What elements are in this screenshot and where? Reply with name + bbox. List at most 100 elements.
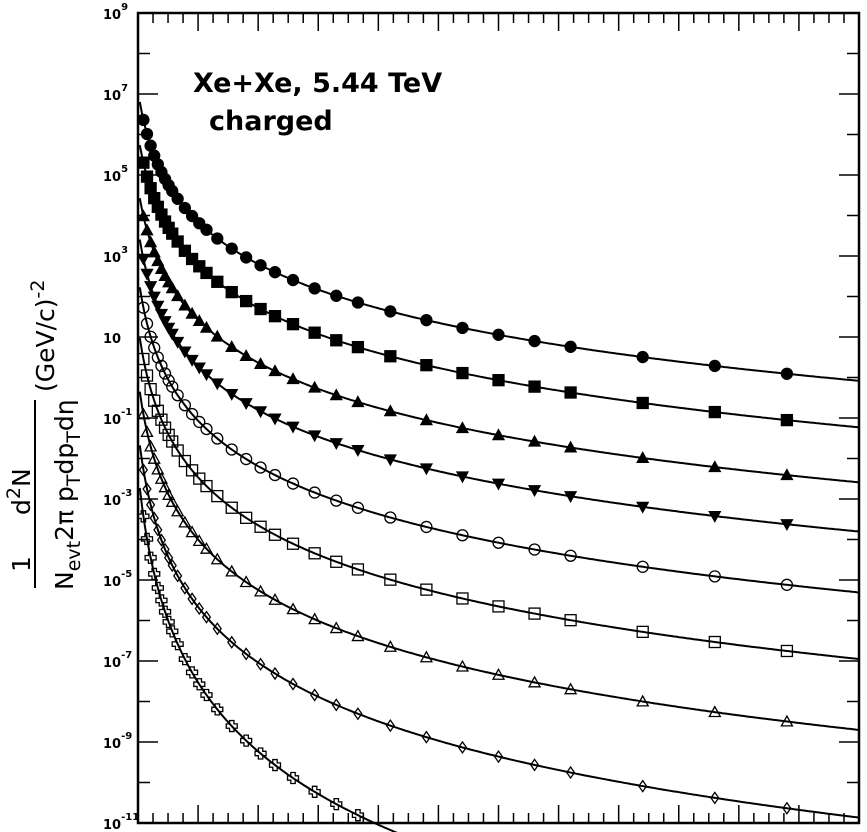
y-label-den-t2: T [63, 431, 85, 444]
data-point-square-filled [211, 275, 224, 288]
data-point-triangle-open [162, 488, 176, 500]
data-point-triangle-filled [144, 235, 158, 248]
data-point-circle-filled [171, 192, 184, 205]
data-point-square-open [178, 454, 192, 468]
data-point-square-open [268, 528, 282, 541]
y-tick-label: 10-5 [103, 569, 132, 590]
data-point-cross-open [193, 678, 206, 691]
fit-curve [138, 391, 860, 731]
data-point-square-filled [185, 252, 199, 266]
y-label-den-deta: dη [50, 399, 79, 431]
data-point-triangle-open [708, 705, 722, 718]
data-point-triangle-open [165, 495, 179, 507]
data-point-square-filled [178, 244, 192, 257]
data-point-square-open [140, 369, 154, 382]
data-point-circle-open [211, 432, 224, 445]
data-point-triangle-filled [185, 306, 199, 319]
data-point-circle-open [528, 543, 541, 556]
data-point-square-open [492, 600, 505, 613]
data-point-square-open [211, 489, 224, 503]
y-tick-exponent: -3 [121, 488, 132, 499]
data-point-square-open [239, 511, 253, 524]
y-label-den-evt: evt [63, 541, 85, 571]
y-label-one: 1 [7, 556, 36, 572]
data-point-cross-open [211, 703, 224, 716]
data-point-circle-open [351, 501, 365, 514]
data-point-cross-open [268, 758, 282, 772]
data-point-square-open [351, 563, 365, 576]
y-tick-label: 109 [103, 2, 128, 23]
data-point-triangle-open [225, 564, 239, 577]
fit-curve [138, 445, 860, 819]
y-tick-label: 10-1 [103, 407, 132, 428]
data-point-square-filled [708, 405, 721, 419]
data-point-circle-filled [286, 273, 300, 287]
y-tick-exponent: 5 [121, 164, 128, 175]
data-point-square-filled [268, 310, 282, 323]
data-point-cross-open [200, 688, 213, 702]
y-label-units-sup: -2 [27, 280, 49, 299]
data-point-triangle-open [286, 602, 300, 615]
y-tick-base: 10 [103, 575, 121, 590]
data-point-circle-filled [211, 232, 224, 245]
data-point-triangle-open [308, 612, 322, 625]
y-label-denominator: Nevt2π pTdpTdη [50, 399, 85, 590]
data-point-square-open [636, 625, 649, 639]
data-point-triangle-filled [491, 428, 506, 441]
y-tick-exponent: -1 [121, 407, 132, 418]
data-point-square-filled [193, 260, 206, 273]
data-point-triangle-open [185, 525, 199, 538]
data-point-tri-down-filled [144, 281, 158, 294]
data-point-tri-down-filled [351, 445, 365, 457]
data-point-circle-open [384, 511, 397, 524]
chart-title: Xe+Xe, 5.44 TeV [193, 68, 442, 99]
y-tick-base: 10 [103, 818, 121, 832]
y-tick-base: 10 [103, 8, 121, 23]
y-label-den-2pi: 2π p [50, 486, 79, 541]
y-tick-base: 10 [103, 170, 121, 185]
data-point-diamond-open [142, 482, 152, 496]
data-point-circle-open [308, 486, 321, 499]
data-point-triangle-filled [419, 413, 434, 426]
y-tick-exponent: 7 [121, 83, 128, 94]
y-label-numerator: d2N [3, 468, 36, 515]
data-point-tri-down-filled [268, 413, 282, 426]
data-point-circle-open [286, 477, 300, 490]
data-point-circle-open [330, 494, 343, 507]
data-point-circle-open [178, 399, 192, 412]
data-point-triangle-open [268, 593, 282, 605]
data-point-circle-open [225, 443, 238, 456]
data-point-tri-down-filled [708, 511, 722, 523]
data-point-square-open [254, 520, 267, 533]
data-point-square-filled [137, 156, 150, 169]
data-point-tri-down-filled [178, 346, 192, 359]
data-point-tri-down-filled [286, 421, 300, 434]
y-tick-base: 10 [103, 332, 121, 347]
data-point-tri-down-filled [329, 438, 343, 450]
data-point-circle-filled [137, 113, 150, 126]
data-point-cross-open [185, 666, 199, 679]
data-point-triangle-filled [455, 421, 470, 434]
y-tick-base: 10 [103, 89, 121, 104]
y-label-num-n: N [7, 468, 36, 487]
data-point-diamond-open [529, 758, 540, 772]
data-point-tri-down-filled [308, 430, 322, 443]
data-point-circle-open [171, 389, 184, 402]
data-point-tri-down-filled [253, 406, 268, 419]
data-point-diamond-open [156, 533, 167, 547]
data-point-triangle-open [140, 425, 154, 438]
data-point-tri-down-filled [383, 454, 397, 467]
data-point-circle-filled [420, 313, 433, 327]
data-point-cross-open [171, 637, 184, 651]
data-point-square-open [384, 573, 397, 586]
data-point-triangle-open [455, 659, 470, 672]
data-point-triangle-filled [708, 460, 722, 473]
data-point-cross-open [239, 734, 253, 747]
data-point-diamond-open [138, 463, 149, 477]
data-point-triangle-open [527, 675, 542, 688]
data-point-triangle-filled [286, 372, 300, 385]
data-point-circle-open [140, 317, 154, 330]
y-label-den-dp: dp [50, 443, 79, 475]
data-point-cross-open [144, 551, 157, 564]
data-point-cross-open [286, 771, 300, 785]
